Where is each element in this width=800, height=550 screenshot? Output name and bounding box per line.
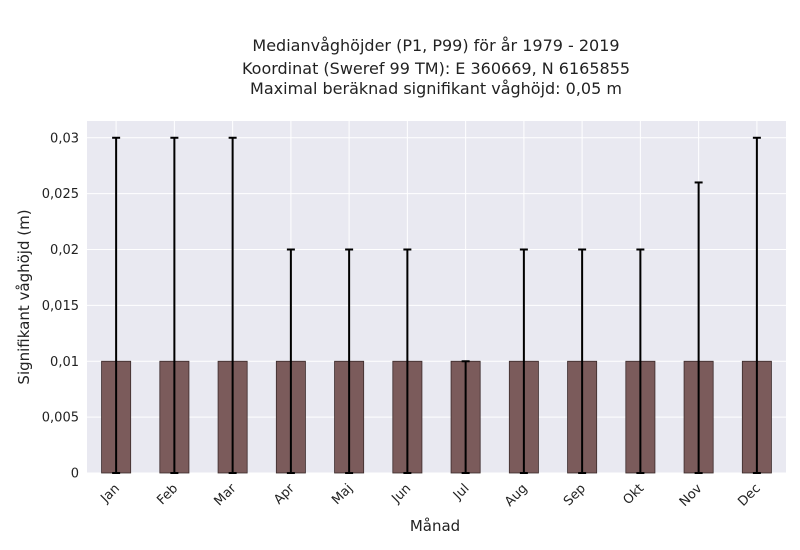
chart-title-line-1: Medianvåghöjder (P1, P99) för år 1979 - … — [252, 36, 619, 55]
error-bars — [112, 136, 761, 474]
x-tick-label: Apr — [271, 481, 298, 508]
y-axis-label: Signifikant våghöjd (m) — [15, 209, 33, 384]
x-tick-label: Jun — [389, 481, 415, 507]
x-tick-label: Jan — [97, 481, 122, 506]
chart-title: Medianvåghöjder (P1, P99) för år 1979 - … — [242, 36, 630, 98]
x-tick-label: Okt — [620, 481, 647, 508]
y-tick-label: 0 — [71, 467, 79, 482]
x-tick-label: Nov — [677, 481, 706, 510]
y-tick-label: 0,025 — [42, 187, 79, 202]
x-tick-label: Dec — [735, 481, 763, 509]
x-tick-label: Jul — [450, 481, 472, 503]
y-tick-label: 0,03 — [50, 131, 79, 146]
chart-title-line-2: Koordinat (Sweref 99 TM): E 360669, N 61… — [242, 59, 630, 78]
y-tick-label: 0,02 — [50, 243, 79, 258]
x-tick-label: Feb — [154, 481, 181, 508]
y-axis: 0 0,005 0,01 0,015 0,02 0,025 0,03 — [42, 131, 79, 481]
x-tick-label: Aug — [502, 481, 531, 510]
x-axis: Jan Feb Mar Apr Maj Jun Jul Aug Sep Okt Nov Dec — [97, 481, 763, 510]
plot-area — [87, 121, 786, 473]
y-tick-label: 0,01 — [50, 355, 79, 370]
y-tick-label: 0,005 — [42, 411, 79, 426]
x-tick-label: Sep — [561, 481, 589, 509]
x-tick-label: Mar — [212, 481, 240, 509]
x-tick-label: Maj — [329, 481, 356, 508]
y-tick-label: 0,015 — [42, 299, 79, 314]
chart-title-line-3: Maximal beräknad signifikant våghöjd: 0,… — [250, 79, 622, 98]
x-axis-label: Månad — [410, 517, 460, 535]
